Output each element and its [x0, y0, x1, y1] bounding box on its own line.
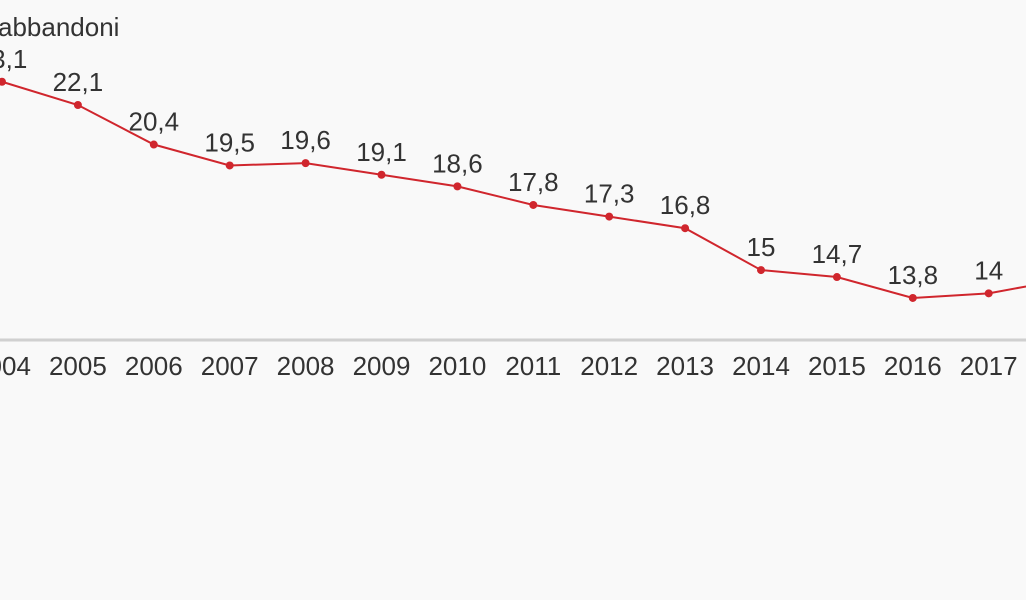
x-tick-label: 2009: [353, 351, 411, 381]
x-tick-label: 2012: [580, 351, 638, 381]
x-tick-label: 2008: [277, 351, 335, 381]
data-label: 18,6: [432, 148, 483, 178]
x-tick-label: 2006: [125, 351, 183, 381]
data-point: [0, 77, 6, 86]
data-point: [605, 212, 614, 221]
data-label: 15: [747, 232, 776, 262]
x-tick-label: 2015: [808, 351, 866, 381]
x-tick-label: 2011: [505, 351, 561, 381]
data-label: 13,8: [887, 260, 938, 290]
data-point: [73, 101, 82, 109]
data-point: [529, 200, 538, 209]
data-point: [225, 161, 234, 170]
chart-title: abbandoni: [0, 12, 119, 42]
data-label: 19,6: [280, 125, 331, 155]
x-tick-label: 2005: [49, 351, 107, 381]
data-point: [757, 266, 765, 275]
x-tick-label: 2013: [656, 351, 714, 381]
data-label: 23,1: [0, 44, 27, 74]
data-label: 19,5: [204, 127, 255, 157]
data-label: 16,8: [660, 190, 711, 220]
x-tick-label: 2017: [960, 351, 1018, 381]
data-point: [832, 273, 841, 282]
data-point: [149, 140, 158, 149]
data-point: [984, 289, 993, 298]
x-tick-label: 2010: [428, 351, 486, 381]
x-tick-label: 2016: [884, 351, 942, 381]
data-point: [301, 159, 310, 168]
data-label: 14,7: [812, 239, 863, 269]
x-tick-label: 2004: [0, 351, 31, 381]
data-point: [908, 293, 917, 302]
x-tick-label: 2007: [201, 351, 259, 381]
data-label: 17,8: [508, 167, 559, 197]
data-label: 14: [974, 255, 1003, 285]
data-label: 22,1: [53, 67, 104, 97]
data-point: [453, 182, 462, 191]
data-label: 20,4: [128, 107, 179, 137]
x-tick-label: 2014: [732, 351, 790, 381]
data-label: 17,3: [584, 179, 635, 209]
data-point: [377, 170, 386, 179]
data-label: 19,1: [356, 137, 407, 167]
data-point: [681, 224, 690, 233]
